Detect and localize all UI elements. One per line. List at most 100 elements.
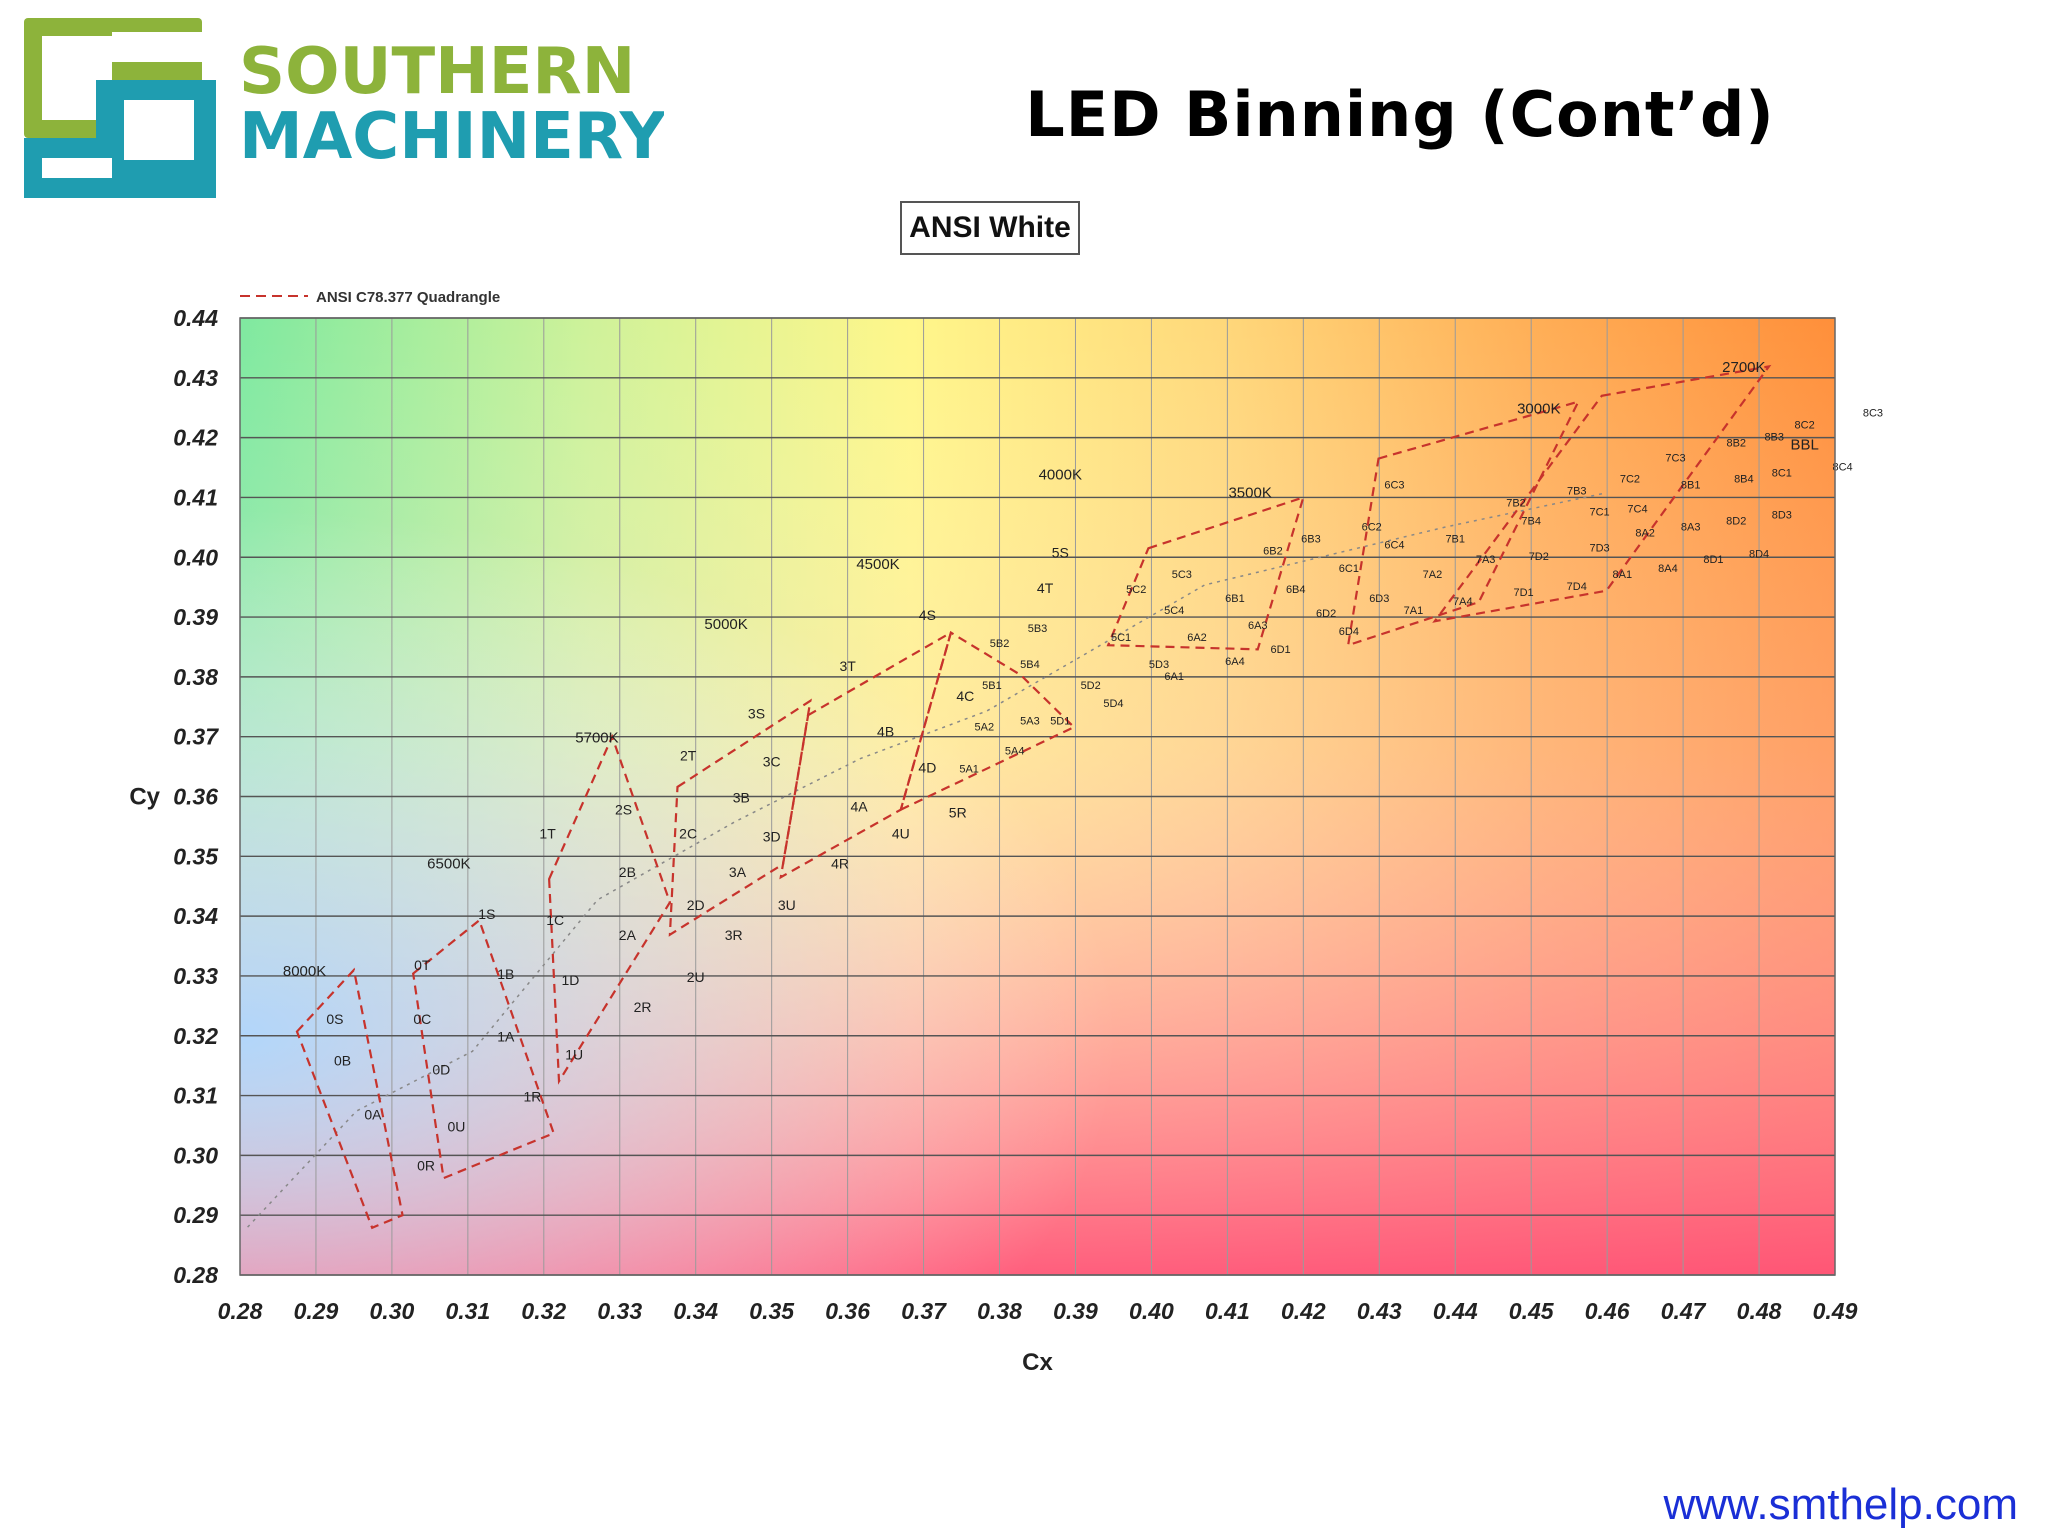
bin-label: 4D bbox=[918, 760, 936, 776]
bin-label: 7C2 bbox=[1620, 473, 1640, 485]
bin-label: 5C4 bbox=[1164, 605, 1184, 617]
x-tick-label: 0.49 bbox=[1813, 1298, 1858, 1324]
bin-label: 6B2 bbox=[1263, 545, 1283, 557]
brand-name-line2: MACHINERY bbox=[239, 100, 664, 174]
bin-label: 8C3 bbox=[1863, 408, 1883, 420]
chart-title: ANSI White bbox=[900, 201, 1080, 255]
bin-label: 3R bbox=[725, 927, 743, 943]
bin-label: 7C3 bbox=[1665, 453, 1685, 465]
x-tick-label: 0.43 bbox=[1357, 1298, 1402, 1324]
bin-label: 8B3 bbox=[1764, 432, 1784, 444]
x-tick-label: 0.28 bbox=[218, 1298, 263, 1324]
x-tick-label: 0.42 bbox=[1281, 1298, 1326, 1324]
bin-label: 7A4 bbox=[1453, 596, 1473, 608]
x-tick-label: 0.29 bbox=[294, 1298, 339, 1324]
bin-label: 2B bbox=[619, 864, 636, 880]
cct-label: 3500K bbox=[1228, 484, 1271, 501]
bin-label: 1B bbox=[497, 966, 514, 982]
legend-entry: ANSI C78.377 Quadrangle bbox=[316, 289, 500, 306]
bin-label: 7B3 bbox=[1567, 485, 1587, 497]
bin-label: 3D bbox=[763, 828, 781, 844]
cct-label: 8000K bbox=[283, 963, 326, 980]
bin-label: 6A3 bbox=[1248, 620, 1268, 632]
quadrangle-6500K bbox=[411, 918, 556, 1180]
x-tick-label: 0.36 bbox=[825, 1298, 870, 1324]
bin-label: 8A3 bbox=[1681, 521, 1701, 533]
y-tick-label: 0.42 bbox=[173, 425, 218, 451]
quadrangle-5700K bbox=[548, 733, 672, 1085]
bin-label: 7D4 bbox=[1567, 581, 1587, 593]
bin-label: 1S bbox=[478, 906, 495, 922]
bin-label: 7C4 bbox=[1627, 503, 1647, 515]
bin-label: 6C1 bbox=[1339, 563, 1359, 575]
bin-label: 4B bbox=[877, 724, 894, 740]
bin-label: 6C2 bbox=[1362, 521, 1382, 533]
x-tick-label: 0.41 bbox=[1205, 1298, 1250, 1324]
bin-label: 5C1 bbox=[1111, 632, 1131, 644]
bin-label: 8A1 bbox=[1613, 569, 1633, 581]
bin-label: 1A bbox=[497, 1029, 515, 1045]
bin-label: 6A1 bbox=[1164, 671, 1184, 683]
brand-name-line1: SOUTHERN bbox=[239, 35, 635, 109]
bin-label: 6C3 bbox=[1384, 479, 1404, 491]
plot-frame bbox=[239, 317, 1836, 1276]
x-tick-label: 0.40 bbox=[1129, 1298, 1174, 1324]
bin-label: 7D3 bbox=[1589, 542, 1609, 554]
y-tick-label: 0.43 bbox=[173, 365, 218, 391]
bin-label: 8B2 bbox=[1726, 438, 1746, 450]
cct-label: 4000K bbox=[1039, 466, 1082, 483]
bin-label: 6D3 bbox=[1369, 593, 1389, 605]
bin-label: 8D2 bbox=[1726, 515, 1746, 527]
bin-label: 1T bbox=[539, 825, 556, 841]
footer-url[interactable]: www.smthelp.com bbox=[1663, 1480, 2018, 1529]
bin-label: 1D bbox=[561, 972, 579, 988]
bin-label: 8B1 bbox=[1681, 479, 1701, 491]
y-tick-label: 0.33 bbox=[173, 963, 218, 989]
bin-label: 7A3 bbox=[1476, 554, 1496, 566]
x-tick-label: 0.45 bbox=[1509, 1298, 1555, 1324]
ansi-white-chart: 0S 0T 0C 0B 0D 0A 0U 0R 1S 1T 1C 1B 1D 1A 1U 1R 2S 2T 2C 2B… bbox=[129, 289, 1883, 1376]
x-tick-label: 0.31 bbox=[445, 1298, 490, 1324]
quadrangle-2700K bbox=[1432, 364, 1772, 623]
legend: ANSI C78.377 Quadrangle bbox=[240, 289, 500, 306]
x-tick-label: 0.38 bbox=[977, 1298, 1022, 1324]
bin-label: 5S bbox=[1052, 544, 1069, 560]
y-tick-label: 0.44 bbox=[173, 305, 218, 331]
y-tick-label: 0.40 bbox=[173, 544, 218, 570]
bin-label: 5D1 bbox=[1050, 716, 1070, 728]
x-tick-label: 0.46 bbox=[1585, 1298, 1630, 1324]
bin-label: 0U bbox=[448, 1118, 466, 1134]
bin-label: 5A2 bbox=[975, 722, 995, 734]
bin-label: 8B4 bbox=[1734, 473, 1754, 485]
bin-label: 2U bbox=[687, 969, 705, 985]
bin-label: 6C4 bbox=[1384, 539, 1404, 551]
quadrangle-8000K bbox=[295, 967, 404, 1230]
bin-labels: 0S 0T 0C 0B 0D 0A 0U 0R 1S 1T 1C 1B 1D 1A 1U 1R 2S 2T 2C 2B… bbox=[326, 408, 1883, 1174]
quadrangles bbox=[295, 364, 1772, 1230]
bin-label: 4S bbox=[919, 607, 936, 623]
bin-label: 5R bbox=[949, 804, 967, 820]
bin-label: 8A2 bbox=[1635, 527, 1655, 539]
black-body-locus bbox=[247, 492, 1604, 1228]
x-tick-label: 0.35 bbox=[749, 1298, 795, 1324]
bin-label: 7D2 bbox=[1529, 551, 1549, 563]
y-tick-label: 0.36 bbox=[173, 784, 218, 810]
y-tick-label: 0.39 bbox=[173, 604, 218, 630]
bin-label: 8C4 bbox=[1833, 462, 1853, 474]
bin-label: 1R bbox=[523, 1089, 541, 1105]
bin-label: 8D1 bbox=[1703, 554, 1723, 566]
cct-label: BBL bbox=[1790, 437, 1818, 454]
bin-label: 4U bbox=[892, 825, 910, 841]
bin-label: 2D bbox=[687, 897, 705, 913]
bin-label: 0T bbox=[414, 957, 431, 973]
bin-label: 5C3 bbox=[1172, 569, 1192, 581]
bin-label: 3T bbox=[839, 658, 856, 674]
y-tick-label: 0.30 bbox=[173, 1142, 218, 1168]
bin-label: 2C bbox=[679, 825, 697, 841]
bin-label: 0D bbox=[432, 1062, 450, 1078]
y-tick-label: 0.29 bbox=[173, 1202, 218, 1228]
bin-label: 8C2 bbox=[1795, 420, 1815, 432]
bin-label: 5B2 bbox=[990, 638, 1010, 650]
southern-machinery-logo: SOUTHERN MACHINERY bbox=[24, 18, 664, 198]
bin-label: 6A2 bbox=[1187, 632, 1207, 644]
